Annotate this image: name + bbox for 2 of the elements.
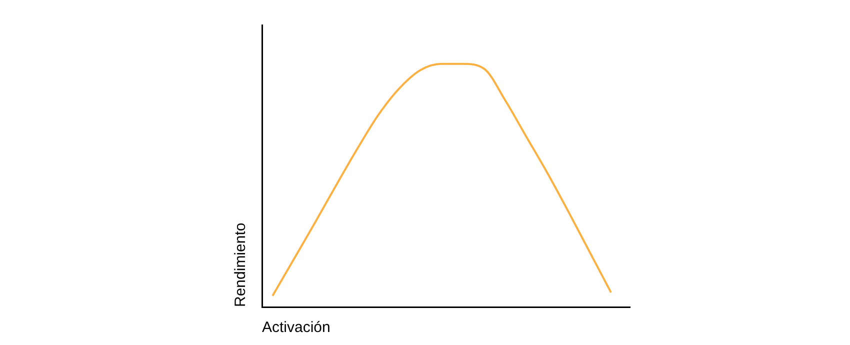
x-axis-title: Activación: [262, 319, 330, 336]
y-axis-title: Rendimiento: [232, 222, 250, 307]
